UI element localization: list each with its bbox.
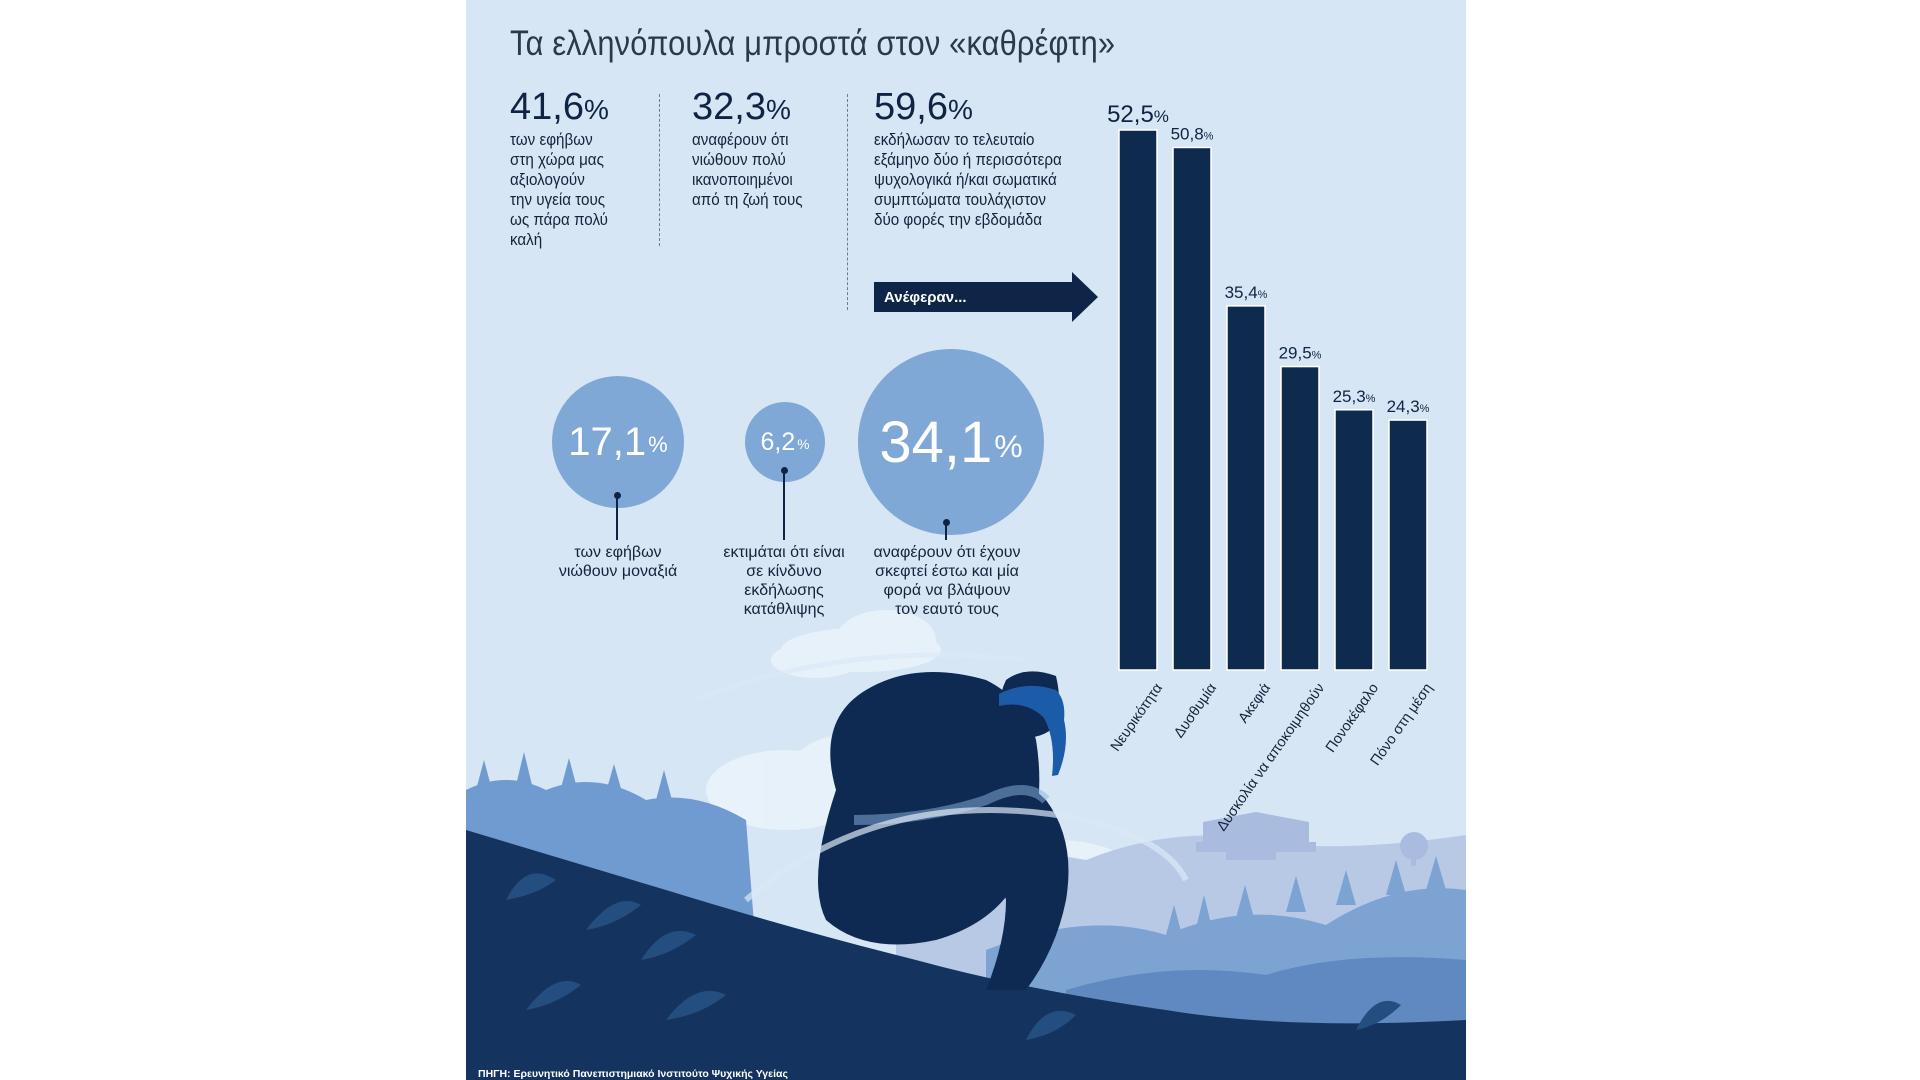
arrow-label: Ανέφεραν... [884,289,967,306]
grass-leaves [506,873,1401,1040]
bar-value-label: 24,3% [1387,397,1430,416]
connector-dot [781,467,788,474]
bar-2 [1172,146,1212,671]
bar-category-label: Δυσκολία να αποκοιμηθούν [1214,681,1328,835]
sitting-teen-figure [818,671,1069,990]
stat-value-healthy: 41,6% [510,86,609,128]
stat-desc-symptoms: εκδήλωσαν το τελευταίο εξάμηνο δύο ή περι… [874,131,1062,229]
bubble-loneliness: 17,1% [552,376,684,508]
bubble-desc-depression: εκτιμάται ότι είναι σε κίνδυνο εκδήλωσης κα… [723,544,845,618]
bar-category-label: Νευρικότητα [1108,681,1166,755]
connector-dot [614,492,621,499]
background-illustration [466,610,1466,1080]
bar-6 [1388,419,1428,671]
infographic-poster: Τα ελληνόπουλα μπροστά στον «καθρέφτη» 4… [466,0,1466,1080]
bar-value-label: 29,5% [1279,344,1322,363]
stat-divider [847,94,848,310]
bar-value-label: 25,3% [1333,387,1376,406]
bar-4 [1280,365,1320,671]
bar-category-label: Πονοκέφαλο [1323,681,1382,756]
bar-5 [1334,409,1374,671]
bubble-desc-loneliness: των εφήβων νιώθουν μοναξιά [558,544,678,580]
bar-3 [1226,305,1266,671]
page-title: Τα ελληνόπουλα μπροστά στον «καθρέφτη» [510,24,1116,63]
connector-line [945,523,947,540]
foreground-hill [466,830,1466,1080]
swoosh [744,807,1189,903]
stat-value-symptoms: 59,6% [874,86,973,128]
bar-value-label: 52,5% [1107,101,1169,128]
bar-category-label: Ακεφιά [1236,681,1275,727]
acropolis [1196,812,1428,866]
bar-category-label: Δυσθυμία [1171,681,1220,741]
arrow-head-icon [1072,272,1098,322]
reported-arrow [874,282,1074,312]
tree-line [1166,856,1446,935]
stat-desc-satisfied: αναφέρουν ότι νιώθουν πολύ ικανοποιημένοι α… [692,131,803,209]
bubble-self-harm: 34,1% [858,349,1044,535]
stat-desc-healthy: των εφήβων στη χώρα μας αξιολογούν την υγεί… [510,131,608,249]
stat-divider [659,94,660,246]
connector-line [783,471,785,540]
symptoms-bar-chart: 52,5% Νευρικότητα 50,8% Δυσθυμία 35,4% Ακεφιά… [1107,101,1436,835]
stat-value-satisfied: 32,3% [692,86,791,128]
connector-dot [943,519,950,526]
connector-line [616,496,618,540]
bar-value-label: 50,8% [1171,124,1214,143]
bar-1 [1118,129,1158,671]
bar-value-label: 35,4% [1225,283,1268,302]
bubble-desc-self-harm: αναφέρουν ότι έχουν σκεφτεί έστω και μία φ… [873,544,1021,618]
source-note: ΠΗΓΗ: Ερευνητικό Πανεπιστημιακό Ινστιτού… [478,1068,788,1080]
